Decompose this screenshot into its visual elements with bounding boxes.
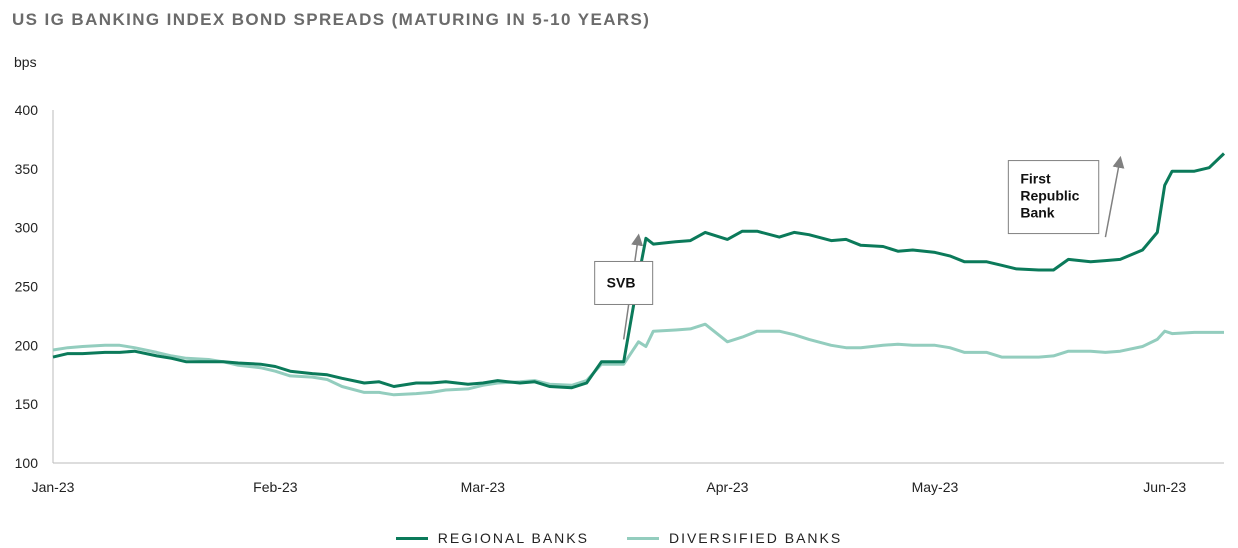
y-tick-label: 200 [15,337,39,353]
y-axis-unit-label: bps [14,54,37,70]
x-tick-label: Jan-23 [32,479,75,495]
x-tick-label: Jun-23 [1143,479,1186,495]
x-tick-label: May-23 [912,479,959,495]
x-tick-labels: Jan-23 Feb-23 Mar-23 Apr-23 May-23 Jun-23 [32,479,1187,495]
x-tick-label: Apr-23 [706,479,748,495]
y-tick-label: 250 [15,279,39,295]
series-line-regional-banks [52,152,1226,390]
y-tick-label: 150 [15,396,39,412]
legend-label-diversified-banks: DIVERSIFIED BANKS [668,530,843,546]
annotation-box [1007,160,1100,235]
legend-label-regional-banks: REGIONAL BANKS [437,530,589,546]
x-tick-label: Feb-23 [253,479,298,495]
y-tick-labels: 100 150 200 250 300 350 400 [15,102,39,471]
legend-swatch-regional-banks [395,536,428,540]
annotation-label: First Republic Bank [1020,171,1079,221]
legend: REGIONAL BANKS DIVERSIFIED BANKS [0,530,1238,546]
annotation-box [594,260,654,305]
annotation-arrow [1104,155,1125,238]
legend-item-regional-banks: REGIONAL BANKS [395,530,589,546]
legend-item-diversified-banks: DIVERSIFIED BANKS [626,530,843,546]
series-line-diversified-banks [52,322,1224,397]
y-tick-label: 400 [15,102,39,118]
y-tick-label: 350 [15,161,39,177]
line-chart: 100 150 200 250 300 350 400 Jan-23 Feb-23 Mar-23… [15,102,1226,495]
annotation-label: SVB [607,274,636,290]
series-layer [52,152,1226,397]
y-tick-label: 300 [15,220,39,236]
chart-title: US IG BANKING INDEX BOND SPREADS (MATURI… [12,10,651,29]
annotation-layer: SVB First Republic Bank [594,155,1125,340]
x-tick-label: Mar-23 [461,479,506,495]
legend-swatch-diversified-banks [626,536,659,540]
y-tick-label: 100 [15,455,39,471]
